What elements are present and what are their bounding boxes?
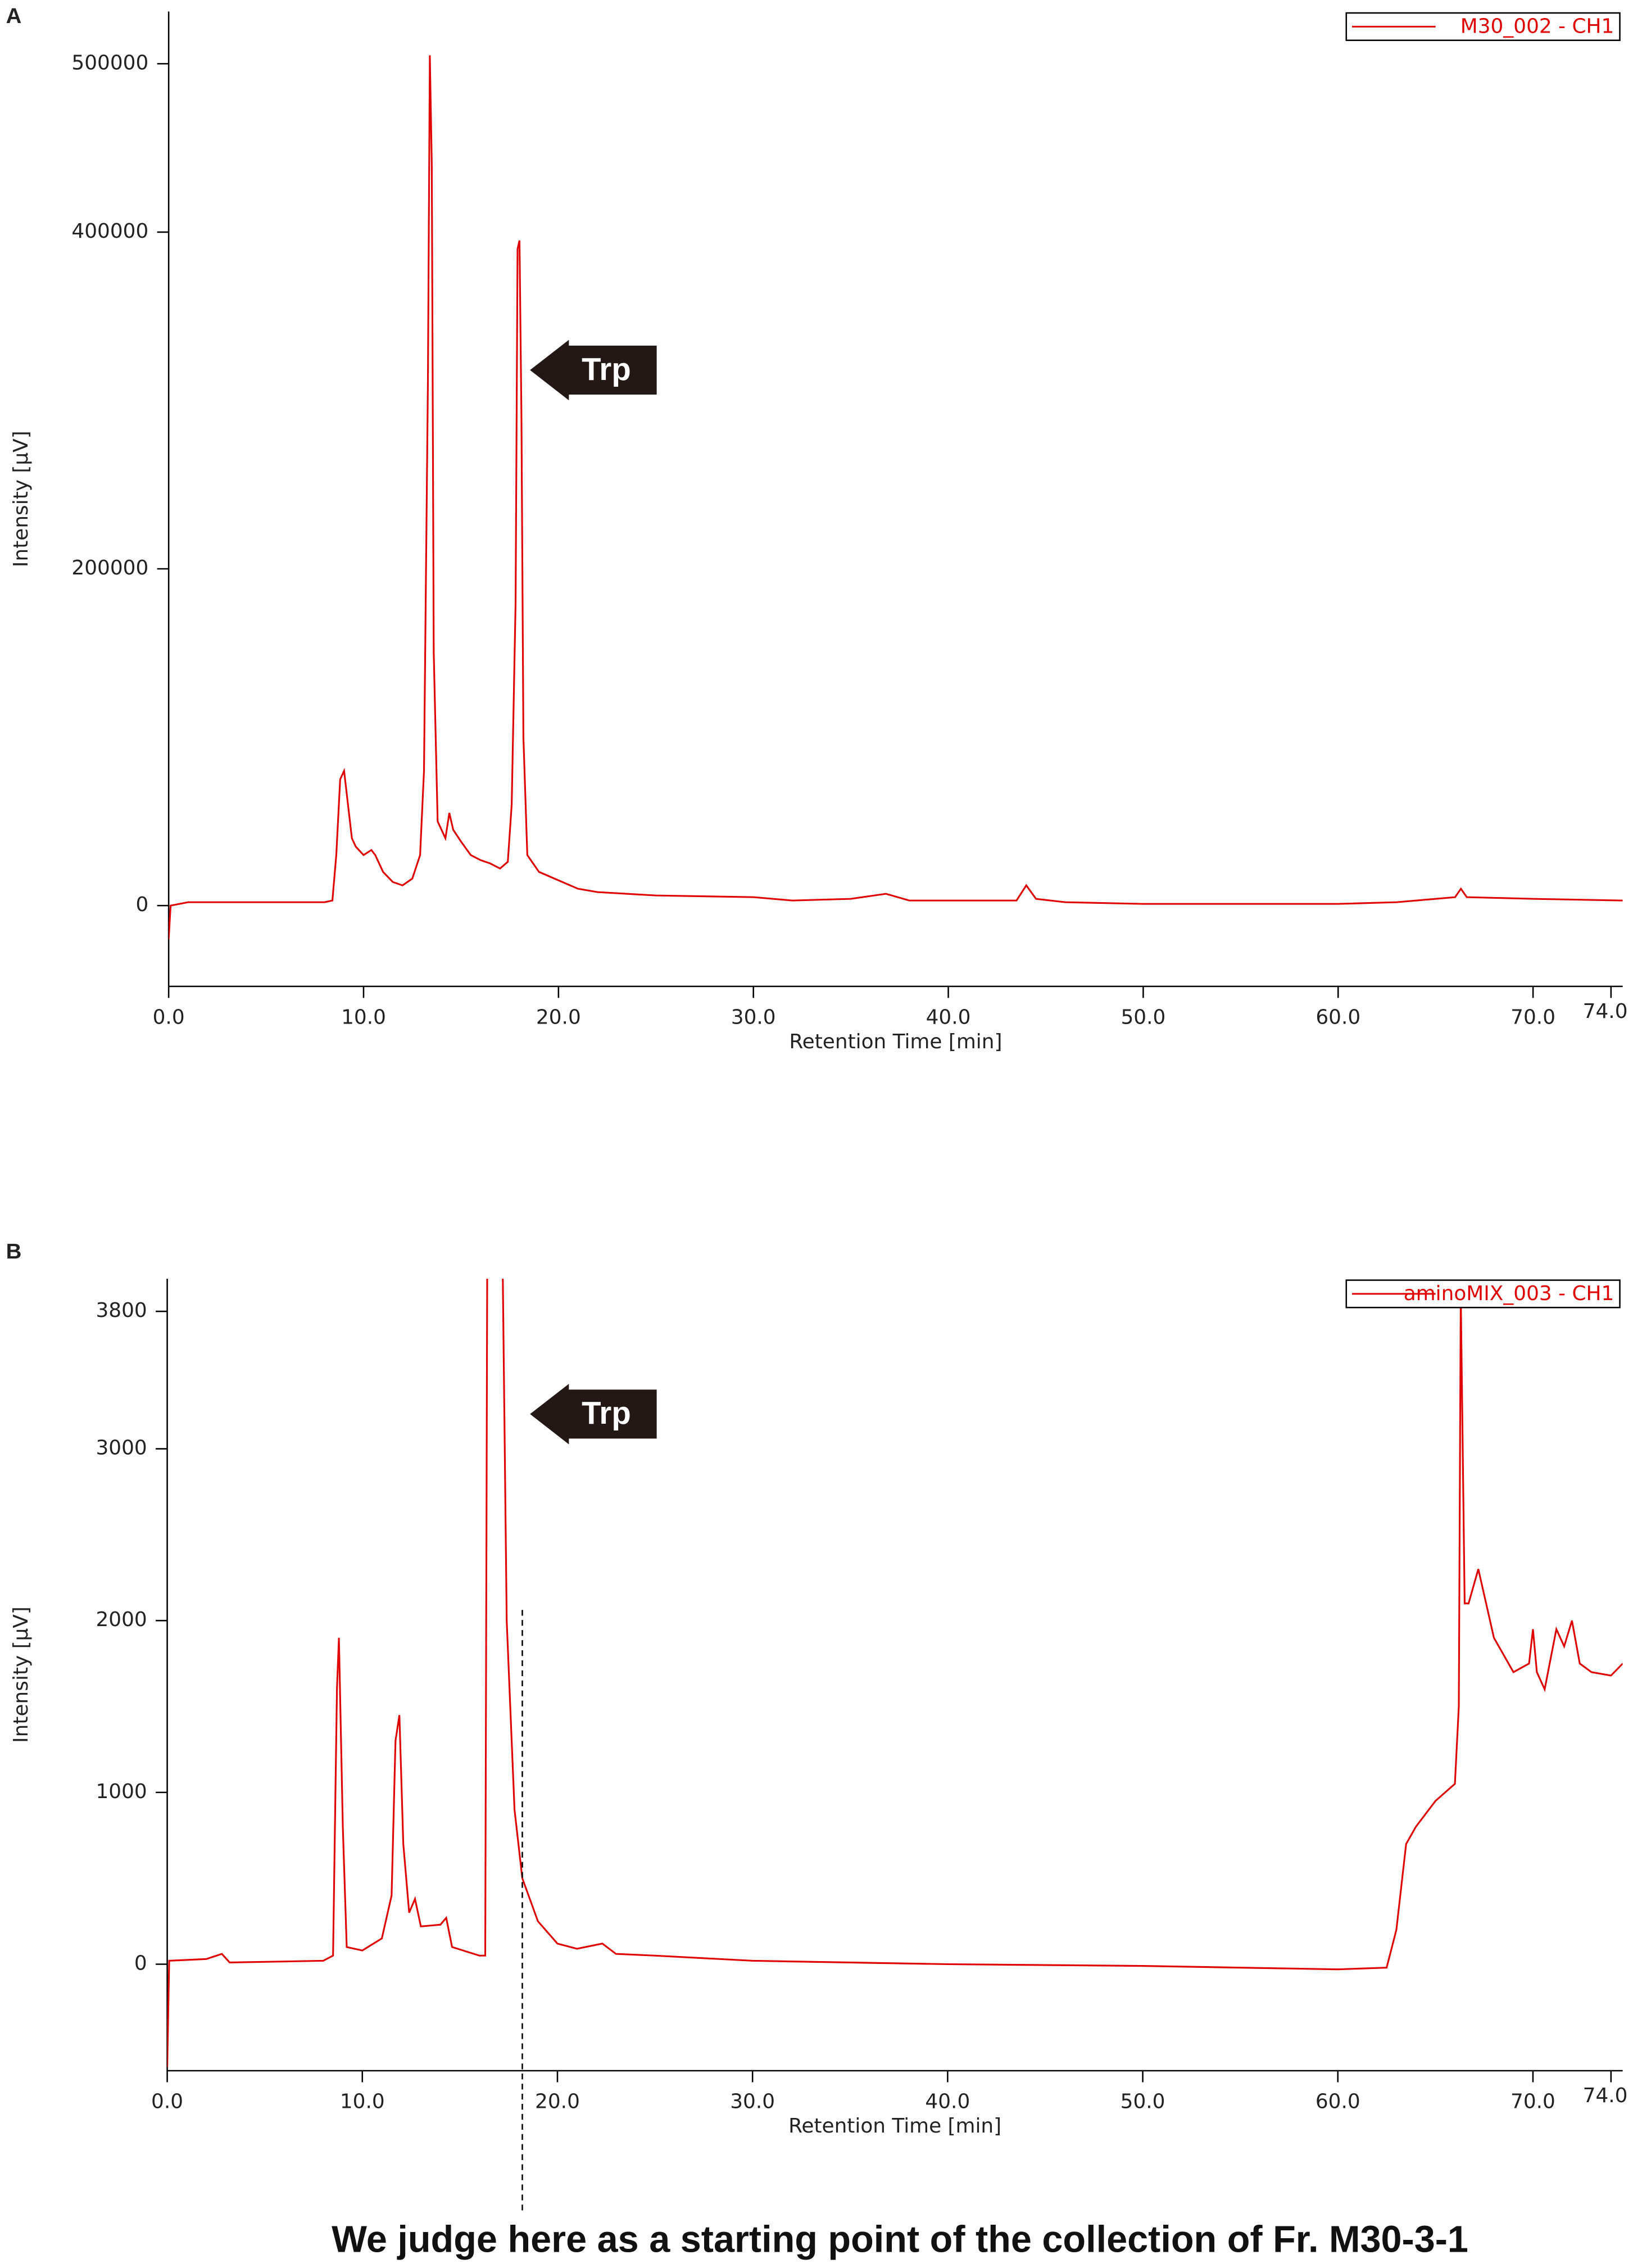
y-axis-label: Intensity [µV] xyxy=(10,1606,33,1743)
y-tick-label: 500000 xyxy=(71,51,148,74)
panel-label: B xyxy=(6,1239,22,1264)
data-line xyxy=(167,1278,1623,2067)
y-tick-label: 3000 xyxy=(96,1437,147,1460)
annotation-arrow xyxy=(530,1383,657,1445)
x-tick-label: 74.0 xyxy=(1583,1000,1628,1023)
y-tick-label: 0 xyxy=(135,893,148,916)
y-tick-label: 3800 xyxy=(96,1299,147,1322)
x-tick-label: 30.0 xyxy=(731,1006,776,1029)
x-tick-label: 0.0 xyxy=(151,2090,183,2113)
x-tick-label: 20.0 xyxy=(535,2090,580,2113)
legend-label: aminoMIX_003 - CH1 xyxy=(1404,1282,1614,1305)
x-tick-label: 74.0 xyxy=(1583,2084,1628,2107)
x-tick-label: 70.0 xyxy=(1510,1006,1555,1029)
chart-panel: A 0 200000 400000 500000 0.0 10.0 20.0 30.0 40.0 5… xyxy=(6,4,1628,1053)
legend-label: M30_002 - CH1 xyxy=(1460,15,1614,38)
y-axis-label: Intensity [µV] xyxy=(10,431,33,567)
x-tick-label: 40.0 xyxy=(925,2090,970,2113)
annotation-text: Trp xyxy=(582,351,631,387)
x-tick-label: 10.0 xyxy=(340,2090,385,2113)
x-tick-label: 0.0 xyxy=(153,1006,185,1029)
data-line xyxy=(169,55,1623,940)
annotation-arrow xyxy=(530,339,657,401)
x-tick-label: 60.0 xyxy=(1316,2090,1360,2113)
y-tick-label: 1000 xyxy=(96,1780,147,1803)
y-tick-label: 400000 xyxy=(71,220,148,243)
x-axis-label: Retention Time [min] xyxy=(789,1030,1002,1053)
caption: We judge here as a starting point of the… xyxy=(332,2219,1468,2260)
x-tick-label: 40.0 xyxy=(926,1006,971,1029)
panel-label: A xyxy=(6,4,22,28)
x-tick-label: 60.0 xyxy=(1316,1006,1360,1029)
chart-panel: B 0 1000 2000 3000 3800 0.0 10.0 20.0 30.0 40.0 50.… xyxy=(6,1239,1628,2211)
x-axis-label: Retention Time [min] xyxy=(788,2115,1001,2138)
x-tick-label: 50.0 xyxy=(1121,2090,1165,2113)
x-tick-label: 20.0 xyxy=(536,1006,581,1029)
x-tick-label: 50.0 xyxy=(1121,1006,1165,1029)
x-tick-label: 70.0 xyxy=(1510,2090,1555,2113)
y-tick-label: 200000 xyxy=(71,556,148,580)
x-tick-label: 10.0 xyxy=(341,1006,386,1029)
x-tick-label: 30.0 xyxy=(730,2090,775,2113)
y-tick-label: 0 xyxy=(134,1952,147,1975)
annotation-text: Trp xyxy=(582,1395,631,1430)
y-tick-label: 2000 xyxy=(96,1608,147,1631)
